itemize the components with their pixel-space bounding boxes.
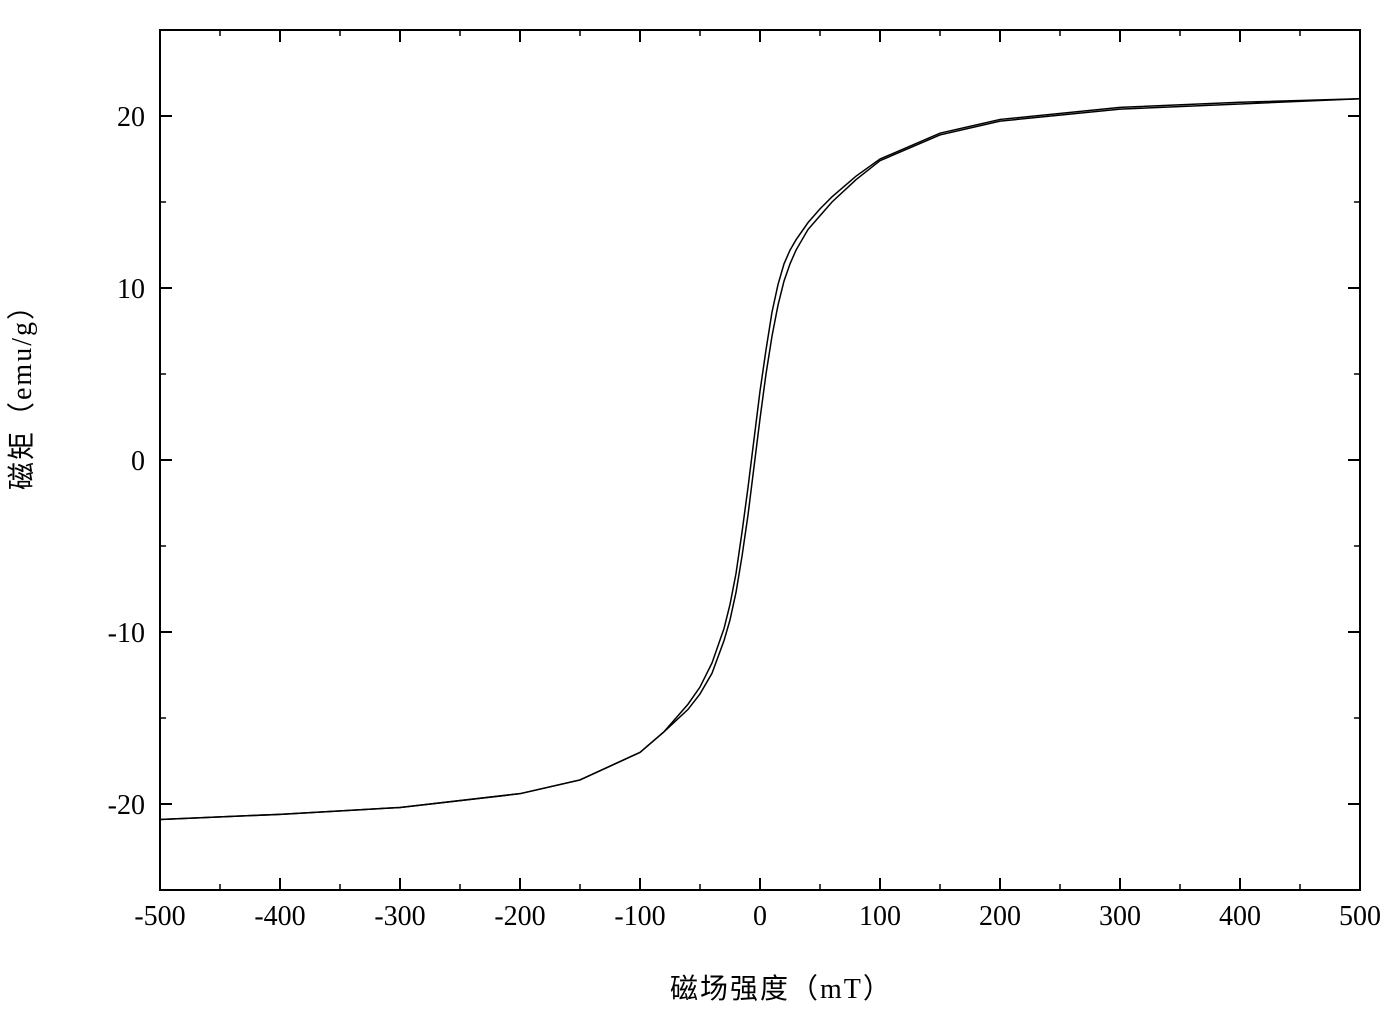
svg-text:-10: -10: [108, 618, 145, 649]
svg-text:500: 500: [1339, 901, 1381, 932]
svg-text:300: 300: [1099, 901, 1141, 932]
svg-text:-20: -20: [108, 790, 145, 821]
x-axis-label: 磁场强度（mT）: [670, 967, 893, 1007]
chart-svg: -500-400-300-200-1000100200300400500-20-…: [0, 0, 1396, 1022]
svg-text:100: 100: [859, 901, 901, 932]
svg-text:10: 10: [117, 274, 145, 305]
svg-text:-300: -300: [374, 901, 425, 932]
svg-text:-500: -500: [134, 901, 185, 932]
svg-text:-100: -100: [614, 901, 665, 932]
svg-text:200: 200: [979, 901, 1021, 932]
svg-text:-400: -400: [254, 901, 305, 932]
svg-text:0: 0: [753, 901, 767, 932]
svg-text:-200: -200: [494, 901, 545, 932]
svg-text:0: 0: [131, 446, 145, 477]
y-axis-label: 磁矩（emu/g）: [0, 290, 40, 490]
svg-text:400: 400: [1219, 901, 1261, 932]
svg-text:20: 20: [117, 102, 145, 133]
hysteresis-chart: -500-400-300-200-1000100200300400500-20-…: [0, 0, 1396, 1022]
